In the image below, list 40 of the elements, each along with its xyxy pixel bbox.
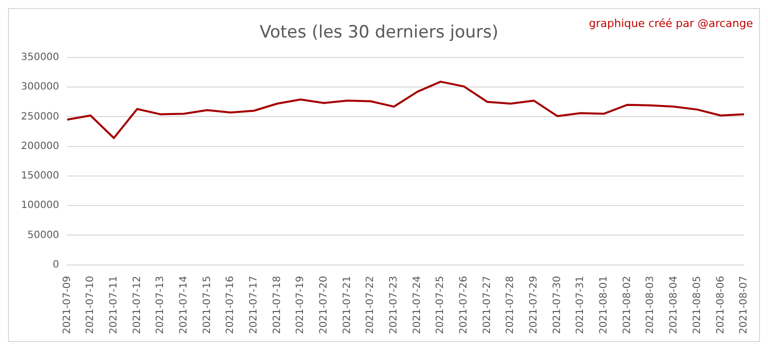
y-tick-label: 300000 xyxy=(20,82,60,93)
y-tick-label: 250000 xyxy=(20,111,60,122)
y-tick-label: 350000 xyxy=(20,52,60,63)
y-tick-label: 200000 xyxy=(20,140,60,152)
chart-title: Votes (les 30 derniers jours) xyxy=(260,22,498,43)
x-tick-label: 2021-08-05 xyxy=(692,276,703,334)
x-tick-label: 2021-07-29 xyxy=(528,276,540,334)
x-tick-label: 2021-07-13 xyxy=(155,276,166,334)
x-tick-label: 2021-07-17 xyxy=(248,276,260,334)
x-tick-label: 2021-07-28 xyxy=(505,276,516,334)
x-tick-label: 2021-07-30 xyxy=(552,276,563,334)
x-tick-label: 2021-07-24 xyxy=(412,276,423,334)
x-tick-label: 2021-07-15 xyxy=(202,276,213,334)
x-tick-label: 2021-08-07 xyxy=(738,276,750,334)
x-tick-label: 2021-07-21 xyxy=(342,276,353,334)
y-tick-label: 100000 xyxy=(20,200,60,212)
x-tick-label: 2021-08-03 xyxy=(645,276,656,334)
x-tick-label: 2021-07-25 xyxy=(435,276,446,334)
x-tick-label: 2021-08-02 xyxy=(622,276,633,334)
x-tick-label: 2021-07-11 xyxy=(108,276,120,334)
y-tick-label: 150000 xyxy=(20,170,60,182)
y-tick-label: 50000 xyxy=(27,230,60,241)
x-tick-label: 2021-07-10 xyxy=(85,276,96,334)
x-tick-label: 2021-07-16 xyxy=(225,276,236,334)
x-tick-label: 2021-07-22 xyxy=(365,276,376,334)
x-tick-label: 2021-08-04 xyxy=(668,276,680,334)
x-tick-label: 2021-07-27 xyxy=(482,276,493,334)
x-tick-label: 2021-07-23 xyxy=(388,276,400,334)
text: graphique créé par @arcange xyxy=(588,17,753,30)
x-tick-label: 2021-07-31 xyxy=(575,276,586,334)
x-tick-label: 2021-07-18 xyxy=(272,276,283,334)
x-tick-label: 2021-07-26 xyxy=(458,276,470,334)
x-tick-label: 2021-07-19 xyxy=(295,276,306,334)
x-tick-label: 2021-07-09 xyxy=(62,276,73,334)
x-tick-label: 2021-08-01 xyxy=(598,276,610,334)
x-tick-label: 2021-07-12 xyxy=(132,276,143,334)
x-tick-label: 2021-08-06 xyxy=(715,276,726,334)
y-tick-label: 0 xyxy=(52,259,60,270)
x-tick-label: 2021-07-14 xyxy=(178,276,190,334)
x-tick-label: 2021-07-20 xyxy=(318,276,330,334)
